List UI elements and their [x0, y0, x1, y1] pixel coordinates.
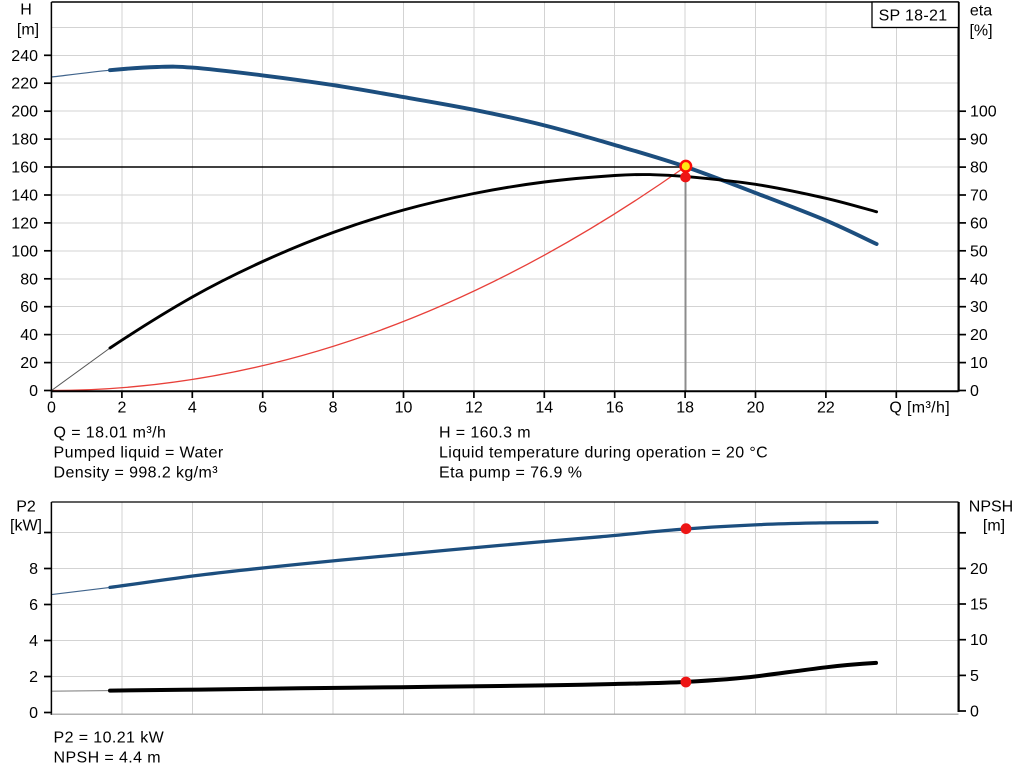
svg-text:16: 16 [606, 400, 624, 417]
svg-text:40: 40 [970, 271, 988, 288]
svg-text:14: 14 [535, 400, 553, 417]
svg-text:20: 20 [970, 327, 988, 344]
svg-text:160: 160 [11, 160, 38, 177]
svg-text:40: 40 [20, 327, 38, 344]
svg-text:30: 30 [970, 299, 988, 316]
svg-text:90: 90 [970, 132, 988, 149]
svg-text:12: 12 [465, 400, 483, 417]
svg-text:180: 180 [11, 132, 38, 149]
svg-text:0: 0 [970, 704, 979, 721]
svg-text:[m]: [m] [983, 518, 1005, 535]
svg-text:8: 8 [29, 561, 38, 578]
svg-text:70: 70 [970, 188, 988, 205]
svg-text:0: 0 [970, 383, 979, 400]
svg-text:Q = 18.01 m³/h: Q = 18.01 m³/h [54, 425, 167, 442]
svg-text:0: 0 [29, 705, 38, 722]
svg-text:Liquid temperature during oper: Liquid temperature during operation = 20… [439, 445, 768, 462]
svg-text:22: 22 [817, 400, 835, 417]
svg-text:100: 100 [11, 243, 38, 260]
svg-text:Density = 998.2 kg/m³: Density = 998.2 kg/m³ [54, 465, 219, 482]
svg-text:6: 6 [29, 597, 38, 614]
svg-text:60: 60 [20, 299, 38, 316]
svg-text:[m]: [m] [17, 22, 39, 39]
svg-text:80: 80 [970, 160, 988, 177]
svg-text:5: 5 [970, 668, 979, 685]
svg-text:4: 4 [29, 633, 38, 650]
svg-text:NPSH = 4.4 m: NPSH = 4.4 m [54, 750, 162, 767]
svg-text:P2 = 10.21 kW: P2 = 10.21 kW [54, 730, 165, 747]
svg-text:0: 0 [29, 383, 38, 400]
svg-text:120: 120 [11, 215, 38, 232]
svg-text:Eta pump = 76.9 %: Eta pump = 76.9 % [439, 465, 582, 482]
svg-text:4: 4 [188, 400, 197, 417]
svg-text:140: 140 [11, 188, 38, 205]
svg-text:NPSH: NPSH [969, 499, 1013, 516]
svg-text:eta: eta [970, 3, 992, 20]
svg-text:10: 10 [970, 355, 988, 372]
svg-text:60: 60 [970, 215, 988, 232]
svg-text:20: 20 [747, 400, 765, 417]
svg-text:240: 240 [11, 48, 38, 65]
svg-text:6: 6 [258, 400, 267, 417]
svg-text:SP 18-21: SP 18-21 [879, 8, 948, 25]
svg-text:80: 80 [20, 271, 38, 288]
svg-text:2: 2 [117, 400, 126, 417]
svg-text:Q [m³/h]: Q [m³/h] [889, 400, 950, 417]
svg-text:0: 0 [47, 400, 56, 417]
svg-text:15: 15 [970, 597, 988, 614]
svg-text:18: 18 [676, 400, 694, 417]
svg-text:10: 10 [395, 400, 413, 417]
svg-text:20: 20 [20, 355, 38, 372]
svg-text:H: H [20, 2, 32, 19]
svg-text:10: 10 [970, 632, 988, 649]
svg-text:200: 200 [11, 104, 38, 121]
svg-text:P2: P2 [16, 499, 36, 516]
svg-text:[kW]: [kW] [10, 518, 42, 535]
svg-text:50: 50 [970, 243, 988, 260]
svg-text:H = 160.3 m: H = 160.3 m [439, 425, 531, 442]
svg-text:[%]: [%] [969, 23, 992, 40]
svg-text:8: 8 [329, 400, 338, 417]
svg-text:220: 220 [11, 76, 38, 93]
svg-text:100: 100 [970, 104, 997, 121]
svg-text:20: 20 [970, 561, 988, 578]
svg-text:2: 2 [29, 669, 38, 686]
svg-text:Pumped liquid = Water: Pumped liquid = Water [54, 445, 224, 462]
